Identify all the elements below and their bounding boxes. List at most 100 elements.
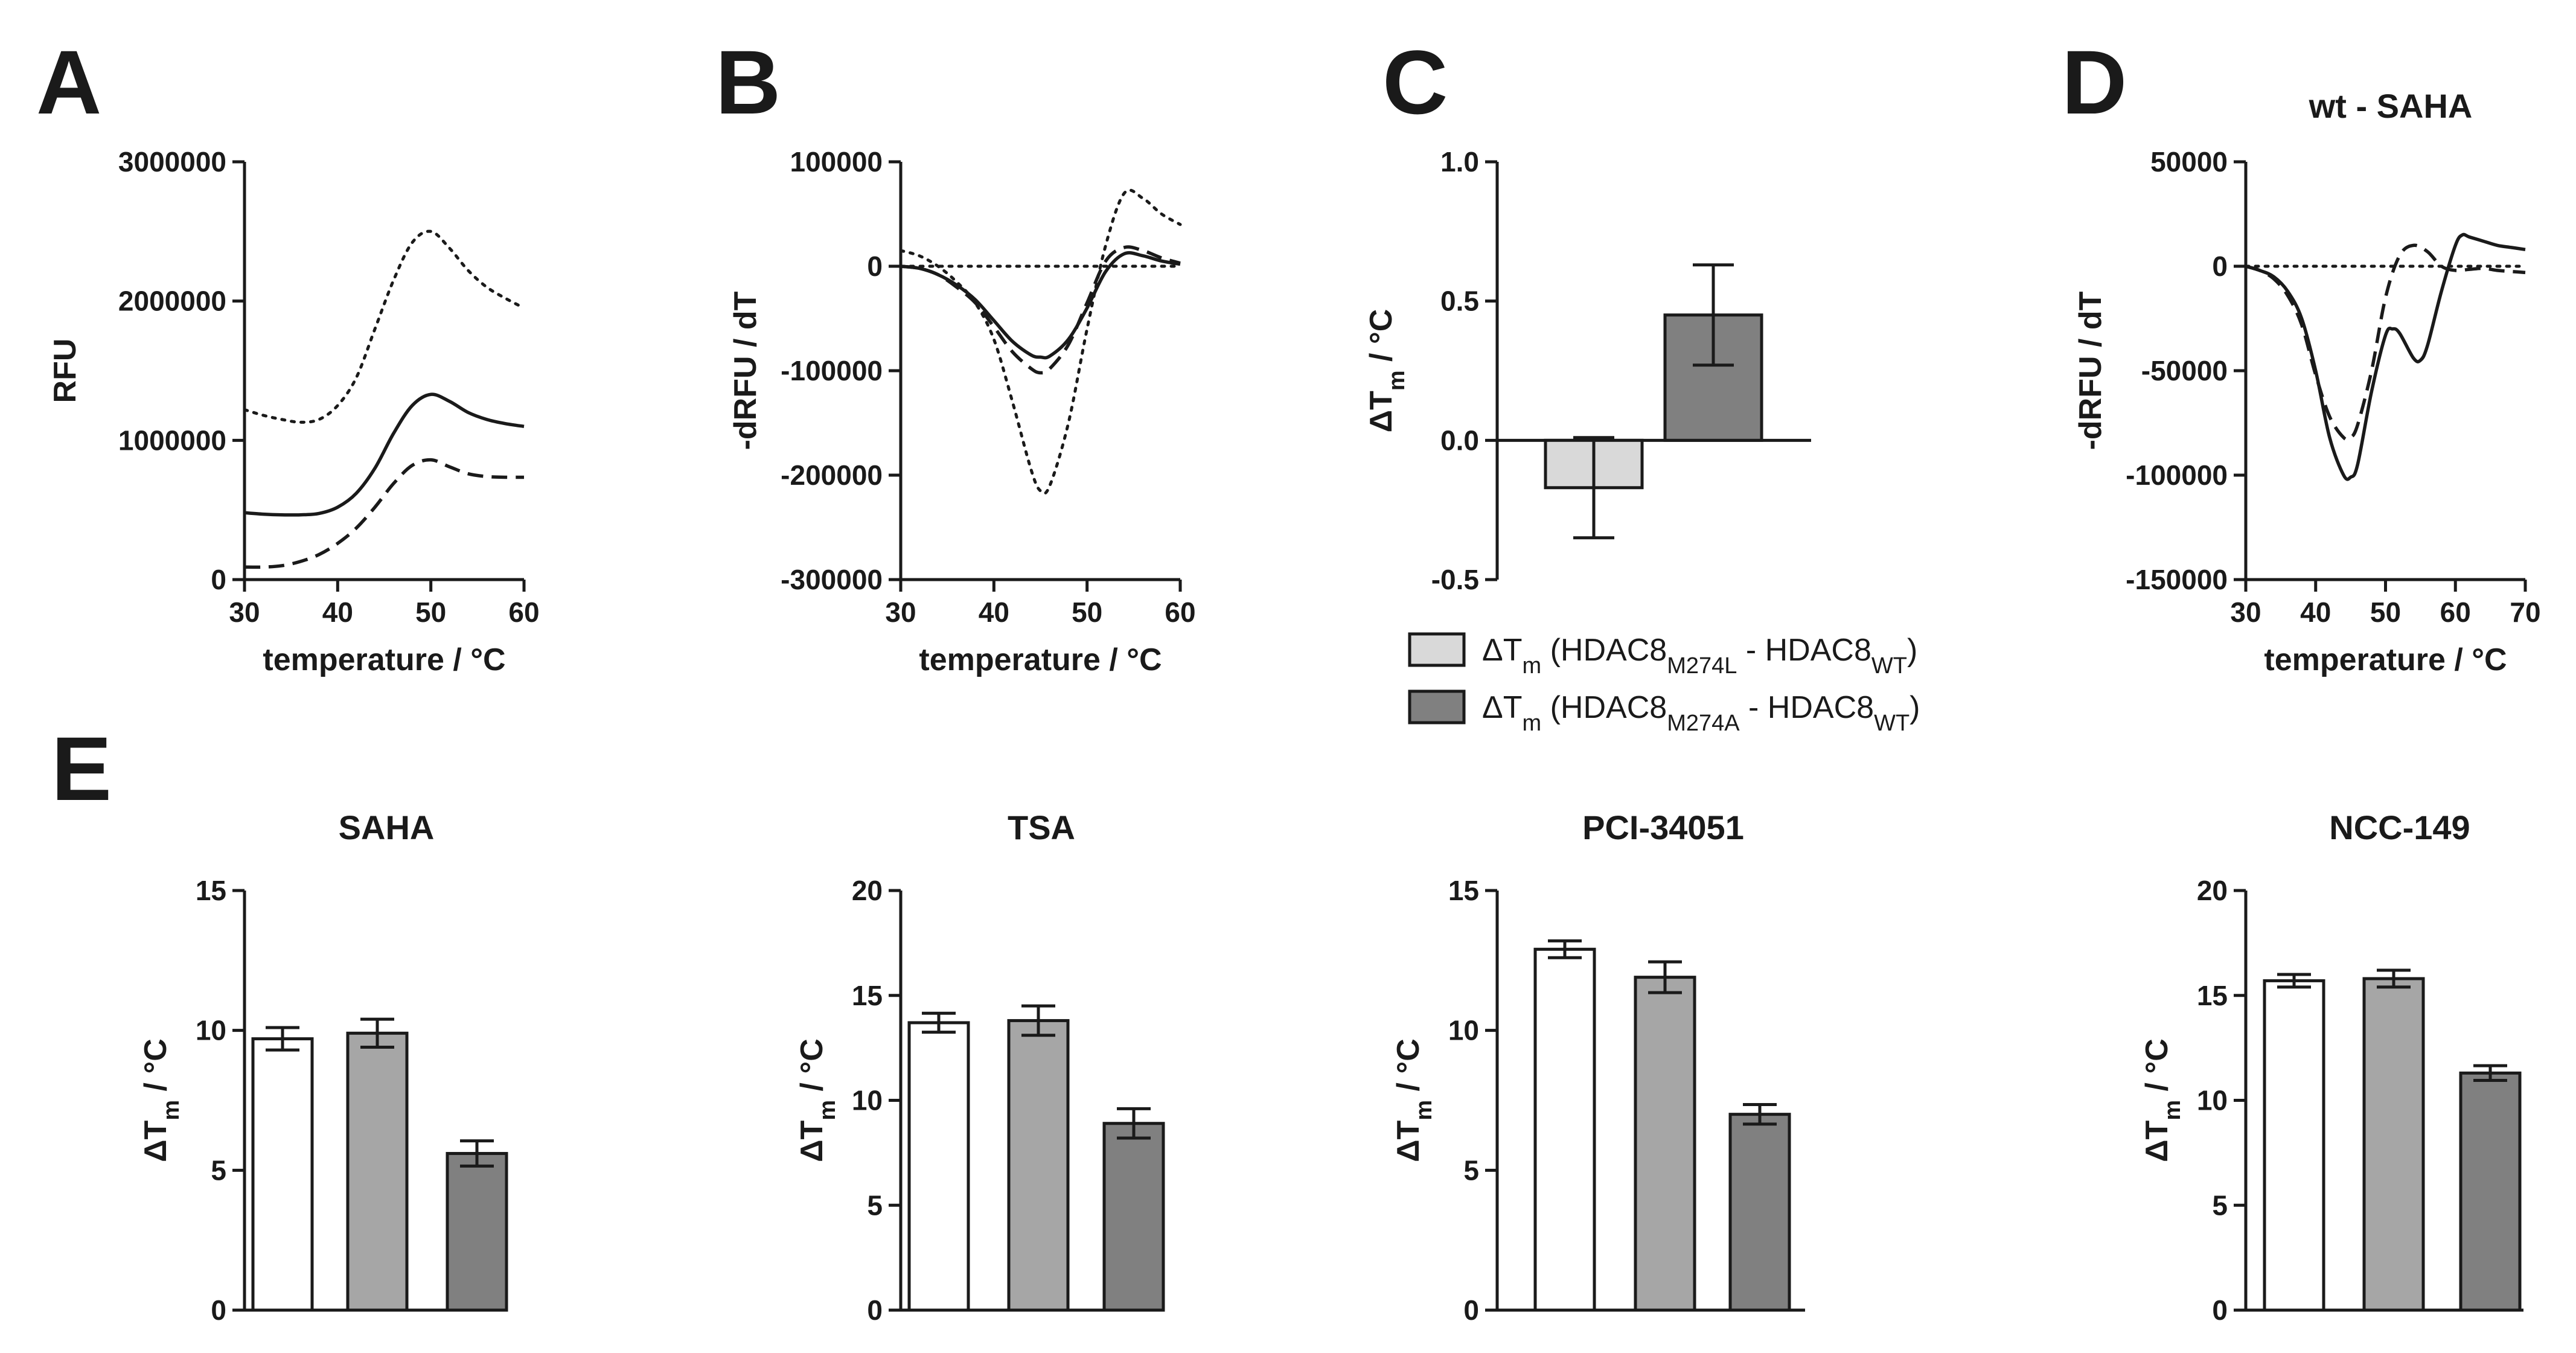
panel-letter-d: D [2062, 31, 2127, 133]
x-tick-label: 40 [979, 597, 1009, 628]
y-tick-label: 5 [2212, 1189, 2228, 1221]
series-line-solid [2245, 232, 2526, 481]
y-axis-label: ΔTm / °C [1364, 309, 1410, 433]
bar-3 [1728, 1113, 1791, 1312]
x-tick-label: 30 [885, 597, 916, 628]
y-axis-label: ΔTm / °C [794, 1038, 840, 1162]
y-tick-label: 10 [196, 1015, 226, 1046]
bar-3 [1102, 1122, 1165, 1312]
x-tick-label: 30 [2230, 597, 2261, 628]
panel-letter-b: B [715, 31, 781, 133]
bar-1 [251, 1037, 314, 1312]
x-tick-label: 70 [2510, 597, 2540, 628]
bar-3 [446, 1152, 508, 1312]
y-tick-label: 5 [211, 1154, 226, 1186]
bar-2 [2362, 977, 2425, 1312]
legend-entry-2: ΔTm (HDAC8M274A - HDAC8WT) [1482, 690, 1920, 736]
y-tick-label: 10 [1448, 1015, 1479, 1046]
series-line-dashed [900, 245, 1181, 375]
y-tick-label: 0 [1463, 1294, 1479, 1326]
y-tick-label: 50000 [2150, 146, 2228, 178]
chart-A: 0 1000000 2000000 3000000 30 40 50 60temperatur… [48, 146, 540, 677]
y-axis-label: RFU [48, 339, 83, 403]
legend-swatch [1408, 632, 1466, 667]
bar-2 [1007, 1019, 1070, 1312]
chart-E4: 0 5 10 15 20 ΔTm / °C NCC-149 [2140, 808, 2523, 1326]
chart-C: -0.5 0.0 0.5 1.0 ΔTm / °C ΔTm (HDAC8M274L - H… [1364, 146, 1920, 736]
x-axis-label: temperature / °C [2264, 642, 2507, 677]
bar-2 [1634, 976, 1696, 1312]
bar-1 [907, 1021, 970, 1312]
series-line-dashed [244, 458, 525, 569]
x-tick-label: 60 [1165, 597, 1195, 628]
bar-2 [346, 1031, 409, 1312]
x-axis-label: temperature / °C [263, 642, 505, 677]
y-tick-label: -0.5 [1431, 564, 1479, 595]
y-axis-label: -dRFU / dT [2073, 291, 2108, 450]
bar-1 [2263, 979, 2325, 1312]
y-tick-label: -50000 [2141, 355, 2228, 386]
chart-B: -300000 -200000 -100000 0 100000 30 40 50 60temp… [728, 146, 1196, 677]
y-tick-label: 20 [2197, 875, 2228, 906]
y-tick-label: 10 [852, 1085, 883, 1116]
chart-title: SAHA [339, 808, 435, 846]
panel-letter-a: A [36, 31, 101, 133]
legend-swatch [1408, 689, 1466, 724]
y-tick-label: 2000000 [118, 286, 226, 317]
chart-E3: 0 5 10 15 ΔTm / °C PCI-34051 [1391, 808, 1805, 1326]
series-line-dotted [243, 229, 526, 424]
y-tick-label: 0 [2212, 251, 2228, 282]
y-tick-label: 0 [211, 1294, 226, 1326]
y-tick-label: 0 [867, 251, 883, 282]
chart-E1: 0 5 10 15 ΔTm / °C SAHA [138, 808, 508, 1326]
y-tick-label: 0.0 [1440, 424, 1479, 456]
x-axis-label: temperature / °C [919, 642, 1162, 677]
y-tick-label: 15 [196, 875, 226, 906]
legend: ΔTm (HDAC8M274L - HDAC8WT) ΔTm (HDAC8M274… [1408, 632, 1920, 736]
x-tick-label: 40 [2300, 597, 2331, 628]
series-line-dotted [899, 188, 1182, 495]
chart-title: PCI-34051 [1582, 808, 1744, 846]
y-tick-label: 3000000 [118, 146, 226, 178]
panel-letter-c: C [1382, 31, 1448, 133]
y-tick-label: 100000 [790, 146, 883, 178]
y-tick-label: 20 [852, 875, 883, 906]
y-tick-label: 15 [2197, 980, 2228, 1011]
y-tick-label: 0 [867, 1294, 883, 1326]
y-tick-label: 0 [211, 564, 226, 595]
chart-title: NCC-149 [2329, 808, 2470, 846]
chart-title: wt - SAHA [2309, 87, 2473, 125]
y-tick-label: 10 [2197, 1085, 2228, 1116]
chart-D: -150000 -100000 -50000 0 50000 30 40 50 60 70temp… [2073, 87, 2541, 677]
chart-title: TSA [1008, 808, 1075, 846]
panel-letter-e: E [51, 718, 112, 819]
x-tick-label: 40 [322, 597, 353, 628]
y-tick-label: -150000 [2126, 564, 2228, 595]
y-tick-label: 0.5 [1440, 286, 1479, 317]
y-tick-label: -200000 [781, 459, 883, 491]
chart-E2: 0 5 10 15 20 ΔTm / °C TSA [794, 808, 1165, 1326]
y-tick-label: 0 [2212, 1294, 2228, 1326]
y-tick-label: -100000 [2126, 459, 2228, 491]
y-tick-label: 5 [1463, 1154, 1479, 1186]
y-tick-label: 15 [852, 980, 883, 1011]
x-tick-label: 50 [2370, 597, 2401, 628]
y-tick-label: 5 [867, 1189, 883, 1221]
bar-1 [1533, 947, 1596, 1312]
y-axis-label: -dRFU / dT [728, 291, 763, 450]
y-tick-label: -100000 [781, 355, 883, 386]
y-tick-label: -300000 [781, 564, 883, 595]
legend-entry-1: ΔTm (HDAC8M274L - HDAC8WT) [1482, 633, 1917, 679]
y-axis-label: ΔTm / °C [138, 1038, 184, 1162]
bar-3 [2459, 1071, 2522, 1312]
y-axis-label: ΔTm / °C [1391, 1038, 1437, 1162]
series-line-solid [900, 251, 1181, 360]
x-tick-label: 60 [508, 597, 539, 628]
y-axis-label: ΔTm / °C [2140, 1038, 2185, 1162]
x-tick-label: 50 [415, 597, 446, 628]
x-tick-label: 50 [1072, 597, 1102, 628]
x-tick-label: 60 [2440, 597, 2471, 628]
series-line-solid [244, 392, 525, 517]
